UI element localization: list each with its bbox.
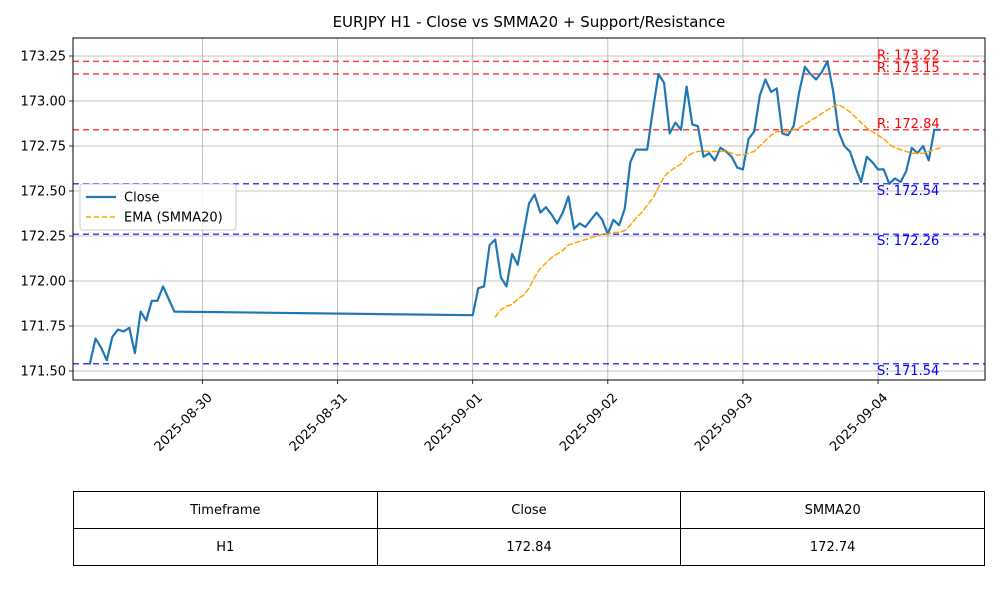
y-tick-label: 173.25 [21,50,67,65]
table-cell-smma20: 172.74 [680,528,985,566]
y-tick-label: 172.50 [21,185,67,200]
y-tick-label: 173.00 [21,95,67,110]
plot-frame [72,37,986,381]
y-tick-label: 172.75 [21,140,67,155]
y-tick-label: 171.75 [21,320,67,335]
table-row: H1 172.84 172.74 [73,528,985,566]
support-level-label: S: 172.54 [877,184,939,199]
legend: Close EMA (SMMA20) [79,183,237,231]
chart-title: EURJPY H1 - Close vs SMMA20 + Support/Re… [333,13,726,31]
y-tick-label: 172.25 [21,230,67,245]
table-cell-close: 172.84 [376,528,682,566]
series-line-close [88,60,942,365]
table-header-cell: Timeframe [73,491,378,529]
legend-label-ema: EMA (SMMA20) [124,211,223,226]
legend-box [79,183,237,231]
table-header-cell: Close [376,491,682,529]
series-line-ema-smma20 [494,103,941,318]
table-header-cell: SMMA20 [680,491,985,529]
legend-label-close: Close [124,191,159,206]
resistance-level-label: R: 173.15 [877,61,940,76]
resistance-level-label: R: 172.84 [877,117,940,132]
support-level-label: S: 171.54 [877,364,939,379]
support-level-label: S: 172.26 [877,234,939,249]
table-cell-timeframe: H1 [73,528,378,566]
y-tick-label: 172.00 [21,275,67,290]
resistance-level-label: R: 173.22 [877,48,940,63]
series-group [88,60,942,365]
table-header-row: Timeframe Close SMMA20 [73,491,985,529]
y-tick-label: 171.50 [21,365,67,380]
summary-table: Timeframe Close SMMA20 H1 172.84 172.74 [73,491,985,566]
grid [73,38,985,380]
levels: R: 173.22R: 173.15 R: 172.84 S: 172.54 S: 1… [73,48,985,379]
